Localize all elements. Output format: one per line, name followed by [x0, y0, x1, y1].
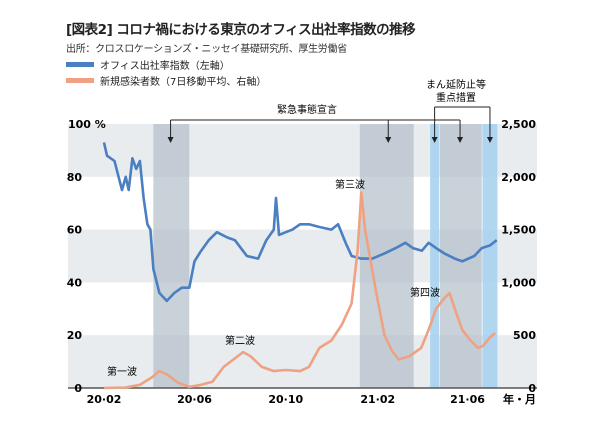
legend-item-infections: 新規感染者数（7日移動平均、右軸） — [66, 73, 266, 88]
left-tick-label: 100 % — [68, 118, 106, 131]
right-tick-label: 0 — [528, 382, 536, 395]
mannen-label-line2: 重点措置 — [436, 91, 476, 104]
chart-source: 出所：クロスロケーションズ・ニッセイ基礎研究所、厚生労働省 — [66, 44, 347, 55]
left-tick-label: 60 — [67, 224, 83, 237]
x-tick-label: 20·06 — [177, 393, 212, 406]
x-tick-label: 21·06 — [450, 393, 485, 406]
right-tick-label: 2,000 — [501, 171, 536, 184]
right-tick-label: 1,000 — [501, 276, 536, 289]
legend-label-office: オフィス出社率指数（左軸） — [100, 61, 230, 72]
x-axis-label: 年・月 — [503, 392, 536, 406]
left-tick-label: 80 — [67, 171, 83, 184]
x-tick-label: 20·10 — [268, 393, 303, 406]
mannen-period-shade — [430, 124, 440, 388]
emergency-label: 緊急事態宣言 — [277, 103, 337, 116]
right-tick-label: 1,500 — [501, 224, 536, 237]
left-tick-label: 0 — [74, 382, 82, 395]
wave-label: 第一波 — [107, 365, 137, 378]
wave-label: 第三波 — [335, 178, 365, 191]
arrow-down-icon — [486, 137, 493, 143]
legend-swatch-office — [66, 62, 94, 67]
wave-label: 第二波 — [225, 334, 255, 347]
mannen-period-shade — [482, 124, 498, 388]
right-tick-label: 2,500 — [501, 118, 536, 131]
legend-label-infections: 新規感染者数（7日移動平均、右軸） — [100, 77, 267, 88]
left-tick-label: 20 — [67, 329, 83, 342]
mannen-label-line1: まん延防止等 — [426, 78, 486, 91]
x-tick-label: 21·02 — [360, 393, 395, 406]
arrow-down-icon — [385, 137, 392, 143]
arrow-down-icon — [431, 137, 438, 143]
legend-item-office: オフィス出社率指数（左軸） — [66, 57, 230, 72]
wave-label: 第四波 — [410, 286, 440, 299]
left-tick-label: 40 — [67, 276, 83, 289]
office-rate-line — [102, 142, 498, 303]
legend-swatch-infections — [66, 78, 94, 83]
right-tick-label: 500 — [513, 329, 536, 342]
arrow-down-icon — [167, 137, 174, 143]
emergency-period-shade — [153, 124, 190, 388]
x-tick-label: 20·02 — [87, 393, 122, 406]
chart-title: [図表2] コロナ禍における東京のオフィス出社率指数の推移 — [66, 22, 416, 38]
emergency-period-shade — [359, 124, 414, 388]
arrow-down-icon — [457, 137, 464, 143]
new-infections-line — [103, 191, 497, 390]
